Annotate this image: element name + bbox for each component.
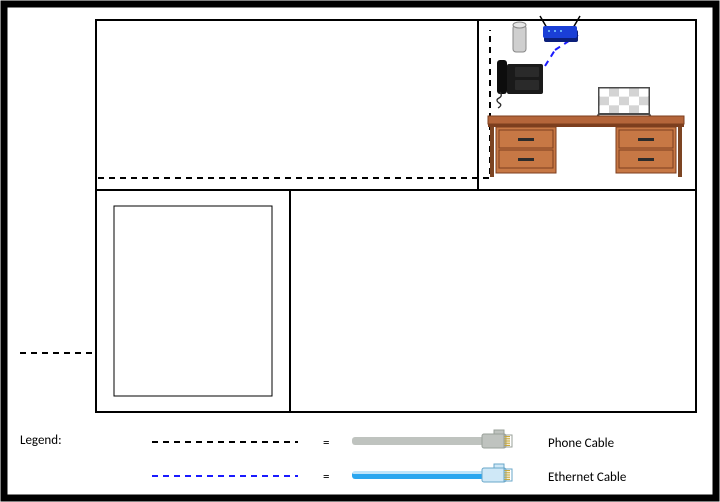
floorplan-inner-left xyxy=(114,206,272,396)
legend-phone-photo-icon xyxy=(352,430,512,448)
legend-title: Legend: xyxy=(20,433,62,448)
diagram-svg: Legend: = Phone Cable = Ethernet Cable xyxy=(0,0,720,502)
floorplan-outer xyxy=(96,20,696,412)
legend-phone-equals: = xyxy=(323,436,329,451)
modem-icon xyxy=(513,22,526,52)
ethernet-cable-seg-1 xyxy=(545,50,555,66)
diagram-stage: Legend: = Phone Cable = Ethernet Cable xyxy=(0,0,720,502)
legend-eth-photo-icon xyxy=(352,464,512,482)
voip-phone-icon xyxy=(497,60,543,108)
desk-icon xyxy=(488,116,684,177)
phone-cable-path xyxy=(20,30,490,353)
outer-frame xyxy=(4,4,716,498)
legend-phone-name: Phone Cable xyxy=(548,436,614,451)
legend-eth-name: Ethernet Cable xyxy=(548,470,626,485)
legend-eth-equals: = xyxy=(323,470,329,485)
